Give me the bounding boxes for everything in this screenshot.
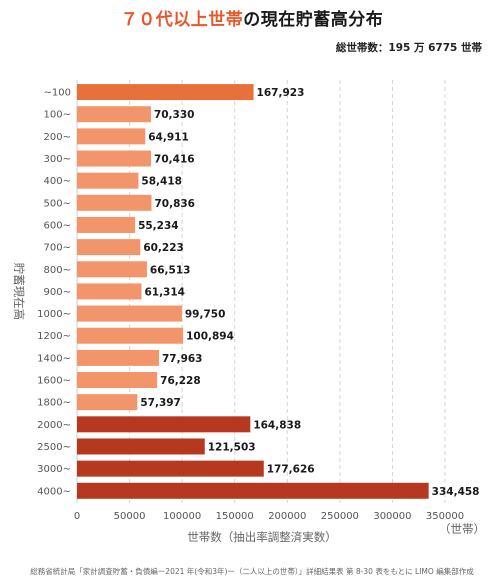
- value-label: 77,963: [162, 353, 203, 365]
- y-tick-label: 400~: [44, 176, 71, 187]
- source-note: 総務省統計局「家計調査貯蓄・負債編ー2021 年(令和3年)ー（二人以上の世帯）…: [30, 567, 474, 576]
- value-label: 57,397: [140, 397, 181, 409]
- axis-titles: 世帯数（抽出率調整済実数） （世帯） 貯蓄現在高: [12, 263, 485, 544]
- bar: [77, 283, 142, 300]
- bar: [77, 239, 141, 256]
- bars: [77, 84, 429, 499]
- value-label: 58,418: [141, 176, 182, 188]
- y-tick-label: 600~: [44, 220, 71, 231]
- bar: [77, 216, 136, 233]
- y-tick-label: 2000~: [37, 420, 71, 431]
- bar: [77, 482, 429, 499]
- value-label: 64,911: [148, 131, 189, 143]
- y-tick-label: 1200~: [37, 331, 71, 342]
- value-label: 100,894: [186, 331, 234, 343]
- value-label: 70,416: [154, 154, 195, 166]
- value-label: 121,503: [208, 441, 256, 453]
- chart-title: ７０代以上世帯の現在貯蓄高分布: [0, 5, 504, 30]
- y-tick-label: 1000~: [37, 309, 71, 320]
- y-axis-title: 貯蓄現在高: [12, 263, 26, 321]
- y-tick-label: 3000~: [37, 464, 71, 475]
- title-accent: ７０代以上世帯: [120, 10, 244, 30]
- bar: [77, 128, 146, 145]
- value-label: 70,330: [154, 109, 195, 121]
- total-households-label: 総世帯数：195 万 6775 世帯: [335, 42, 482, 54]
- y-tick-label: 100~: [44, 110, 71, 121]
- y-tick-label: 1800~: [37, 398, 71, 409]
- bar: [77, 150, 152, 167]
- bar: [77, 327, 184, 344]
- bar: [77, 106, 151, 123]
- x-tick-label: 100000: [163, 511, 201, 522]
- value-label: 70,836: [154, 198, 195, 210]
- bar: [77, 172, 139, 189]
- y-tick-label: 700~: [44, 243, 71, 254]
- bar: [77, 416, 251, 433]
- bar: [77, 305, 182, 322]
- y-tick-labels: ~100 100~ 200~ 300~ 400~ 500~ 600~ 700~ 800~ 900~…: [37, 88, 71, 498]
- bar-chart: ~100 100~ 200~ 300~ 400~ 500~ 600~ 700~ 800~ 900~…: [12, 80, 485, 544]
- bar: [77, 394, 138, 411]
- bar: [77, 460, 264, 477]
- x-tick-label: 300000: [373, 511, 411, 522]
- y-tick-label: 200~: [44, 132, 71, 143]
- y-tick-label: 1400~: [37, 353, 71, 364]
- title-rest: の現在貯蓄高分布: [243, 10, 384, 30]
- value-label: 55,234: [138, 220, 179, 232]
- x-tick-label: 200000: [268, 511, 306, 522]
- value-label: 164,838: [253, 419, 301, 431]
- value-label: 177,626: [267, 464, 315, 476]
- y-tick-label: 500~: [44, 198, 71, 209]
- x-tick-labels: 0 50000 100000 150000 200000 250000 300000 3500…: [74, 511, 464, 522]
- value-label: 76,228: [160, 375, 201, 387]
- y-tick-label: 800~: [44, 265, 71, 276]
- y-tick-label: 2500~: [37, 442, 71, 453]
- value-label: 61,314: [144, 286, 185, 298]
- y-tick-label: 900~: [44, 287, 71, 298]
- value-label: 60,223: [143, 242, 184, 254]
- value-label: 99,750: [185, 309, 226, 321]
- x-tick-label: 150000: [216, 511, 254, 522]
- value-labels: 167,923 70,330 64,911 70,416 58,418 70,836 55,…: [138, 87, 479, 498]
- value-label: 66,513: [150, 264, 191, 276]
- x-tick-label: 0: [74, 511, 80, 522]
- bar: [77, 194, 152, 211]
- x-axis-title: 世帯数（抽出率調整済実数）: [187, 530, 337, 544]
- bar: [77, 261, 147, 278]
- value-label: 167,923: [257, 87, 305, 99]
- bar: [77, 438, 205, 455]
- x-tick-label: 50000: [114, 511, 146, 522]
- y-tick-label: 4000~: [37, 486, 71, 497]
- value-label: 334,458: [432, 486, 480, 498]
- bar: [77, 372, 158, 389]
- y-tick-label: 1600~: [37, 376, 71, 387]
- x-tick-label: 350000: [426, 511, 464, 522]
- bar: [77, 84, 254, 101]
- y-tick-label: ~100: [44, 88, 71, 99]
- bar: [77, 349, 159, 366]
- x-tick-label: 250000: [321, 511, 359, 522]
- y-tick-label: 300~: [44, 154, 71, 165]
- x-axis-unit: （世帯）: [439, 522, 485, 536]
